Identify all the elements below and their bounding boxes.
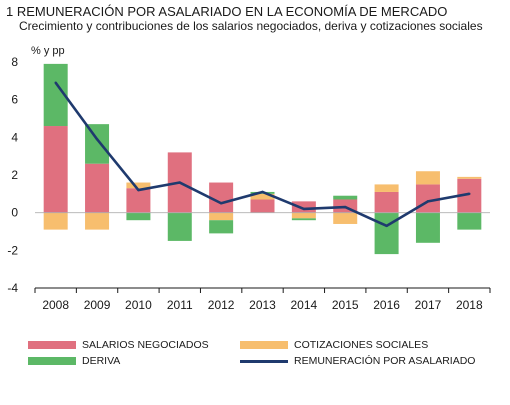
bar-salarios <box>250 199 275 213</box>
bar-deriva <box>209 220 234 234</box>
bar-deriva <box>333 195 358 200</box>
bar-salarios <box>415 184 440 213</box>
bar-cotizaciones <box>415 171 440 185</box>
bar-cotizaciones <box>291 212 316 219</box>
point-remuneracion <box>302 207 306 211</box>
point-remuneracion <box>137 188 140 192</box>
bar-salarios <box>126 188 151 213</box>
x-tick-label: 2009 <box>84 298 111 312</box>
bar-deriva <box>126 212 151 221</box>
bar-salarios <box>209 182 234 213</box>
x-tick-label: 2017 <box>415 298 442 312</box>
point-remuneracion <box>426 200 430 203</box>
y-axis-unit: % y pp <box>31 45 65 57</box>
point-remuneracion <box>385 224 388 228</box>
bar-cotizaciones <box>209 212 234 221</box>
x-tick-label: 2015 <box>332 298 359 312</box>
x-tick-label: 2008 <box>42 298 69 312</box>
y-tick-label: 4 <box>11 130 18 144</box>
point-remuneracion <box>344 205 347 209</box>
x-tick-label: 2016 <box>373 298 400 312</box>
y-tick-label: 6 <box>11 93 18 107</box>
bar-deriva <box>291 218 316 221</box>
y-tick-label: 8 <box>11 55 18 69</box>
bar-salarios <box>291 201 316 213</box>
bar-deriva <box>85 124 110 164</box>
bar-cotizaciones <box>374 184 399 192</box>
point-remuneracion <box>54 81 57 84</box>
x-tick-label: 2013 <box>249 298 276 312</box>
y-tick-label: 2 <box>11 168 18 182</box>
x-tick-label: 2010 <box>125 298 152 312</box>
point-remuneracion <box>261 190 264 194</box>
point-remuneracion <box>178 181 181 184</box>
bar-cotizaciones <box>457 176 482 179</box>
bar-cotizaciones <box>333 212 358 224</box>
chart-title: 1 REMUNERACIÓN POR ASALARIADO EN LA ECON… <box>6 4 448 19</box>
x-tick-label: 2018 <box>456 298 483 312</box>
y-tick-label: 0 <box>11 206 18 220</box>
x-tick-label: 2011 <box>167 298 193 312</box>
bar-salarios <box>43 126 68 213</box>
point-remuneracion <box>468 192 471 196</box>
chart-subtitle: Crecimiento y contribuciones de los sala… <box>19 19 483 33</box>
y-tick-label: -4 <box>7 281 18 295</box>
bar-deriva <box>457 212 482 230</box>
x-tick-label: 2012 <box>208 298 235 312</box>
point-remuneracion <box>219 202 223 205</box>
bar-cotizaciones <box>85 212 110 230</box>
bar-cotizaciones <box>43 212 68 230</box>
bar-cotizaciones <box>250 193 275 200</box>
bar-deriva <box>415 212 440 243</box>
x-tick-label: 2014 <box>291 298 318 312</box>
bar-cotizaciones <box>126 182 151 189</box>
bar-salarios <box>85 163 110 213</box>
bar-deriva <box>374 212 399 255</box>
bar-deriva <box>167 212 192 241</box>
bar-salarios <box>374 191 399 213</box>
y-tick-label: -2 <box>7 243 18 257</box>
point-remuneracion <box>95 138 99 141</box>
